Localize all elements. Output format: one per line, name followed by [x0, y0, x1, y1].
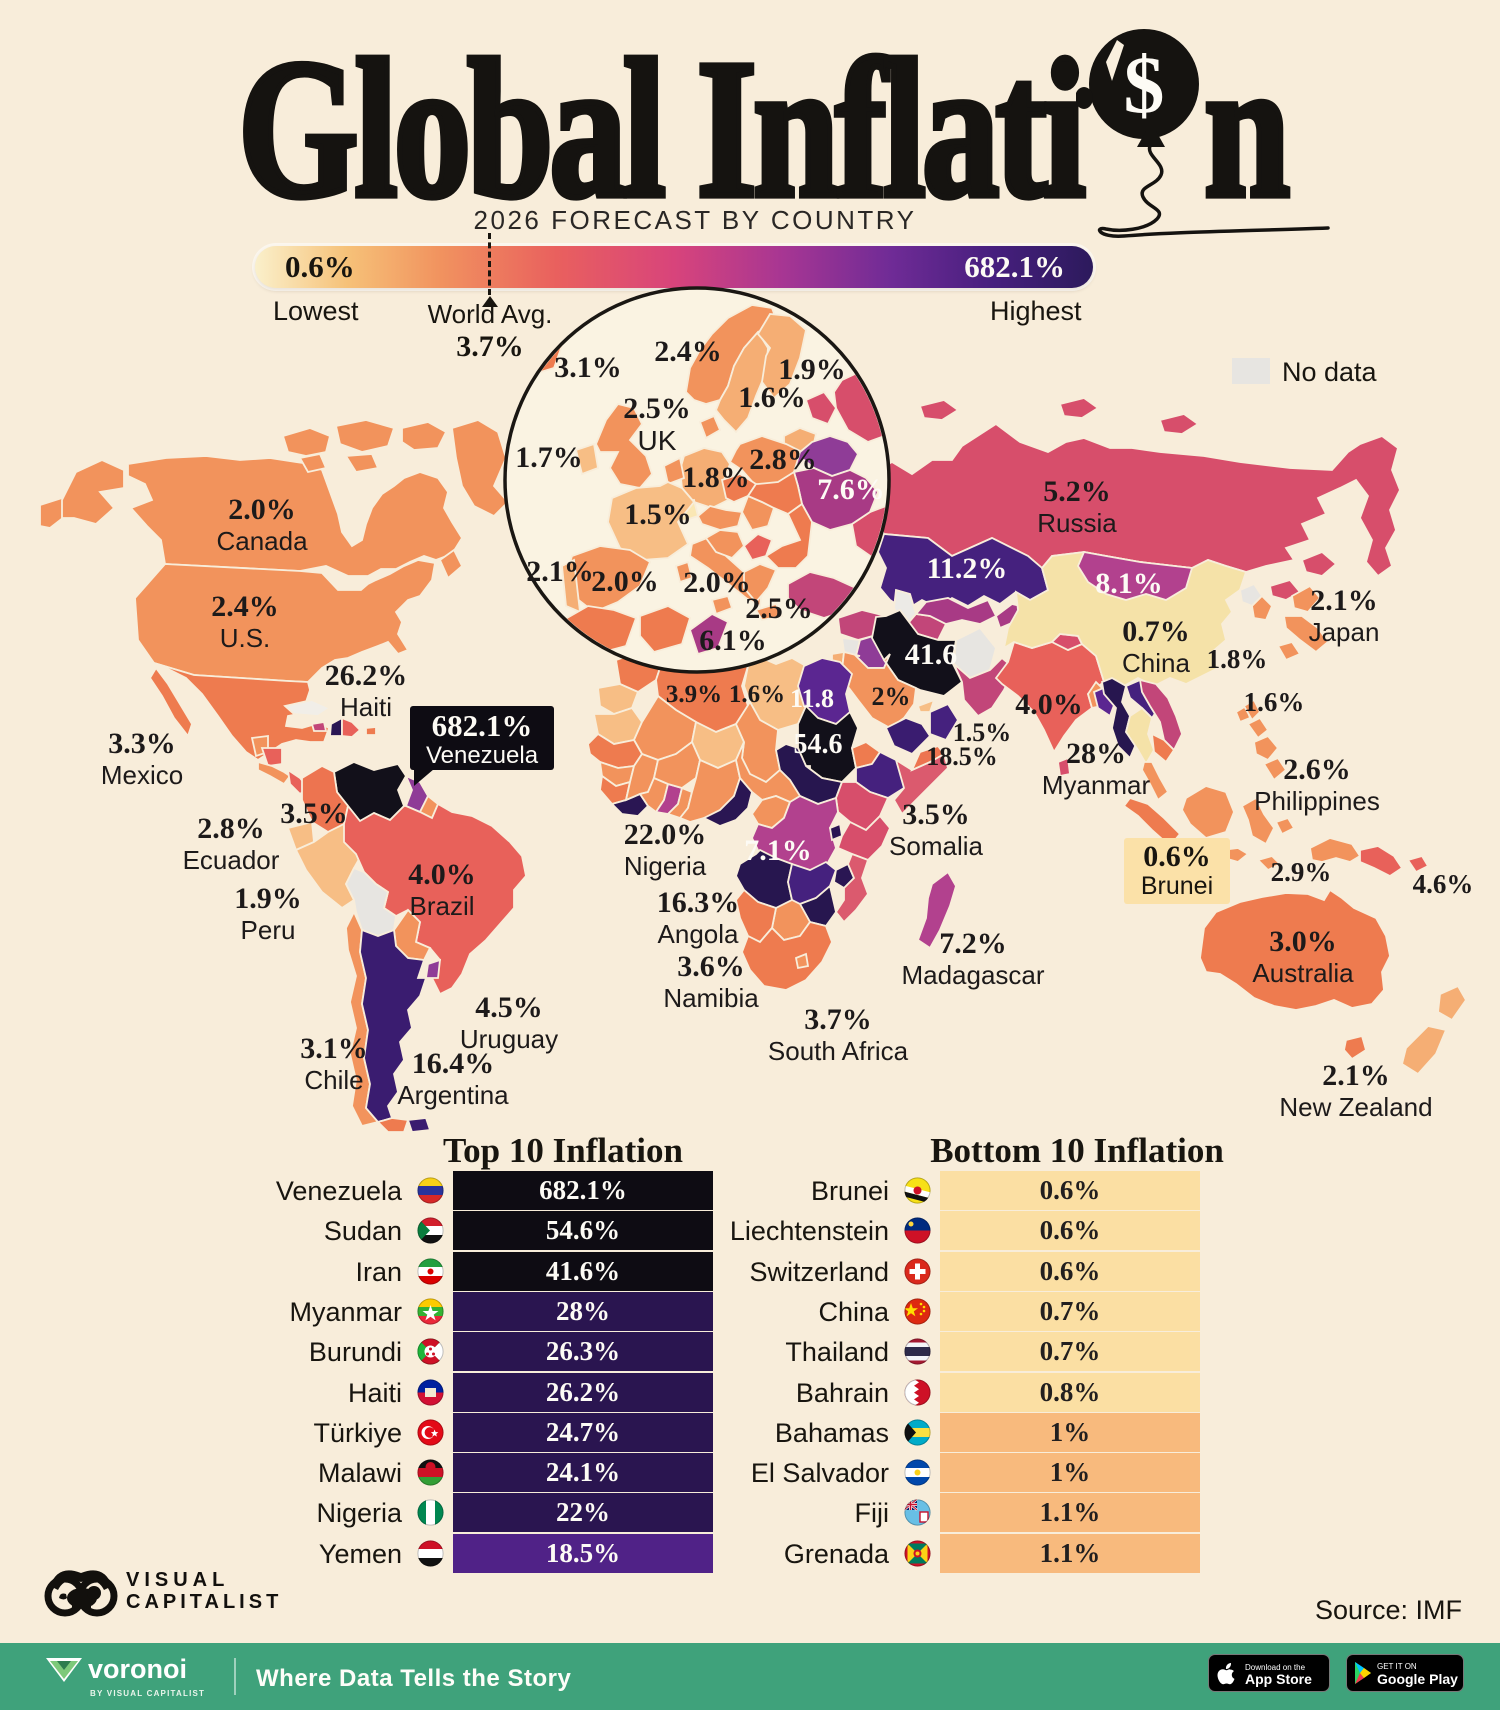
svg-text:BY VISUAL CAPITALIST: BY VISUAL CAPITALIST: [90, 1689, 205, 1698]
svg-text:Download on the: Download on the: [1245, 1663, 1306, 1672]
svg-text:voronoi: voronoi: [88, 1654, 187, 1684]
svg-text:VISUAL: VISUAL: [126, 1569, 229, 1591]
svg-text:GET IT ON: GET IT ON: [1377, 1662, 1417, 1671]
svg-text:Google Play: Google Play: [1377, 1671, 1458, 1687]
svg-text:CAPITALIST: CAPITALIST: [126, 1591, 282, 1613]
svg-text:App Store: App Store: [1245, 1671, 1312, 1687]
svg-text:$: $: [1124, 39, 1165, 130]
